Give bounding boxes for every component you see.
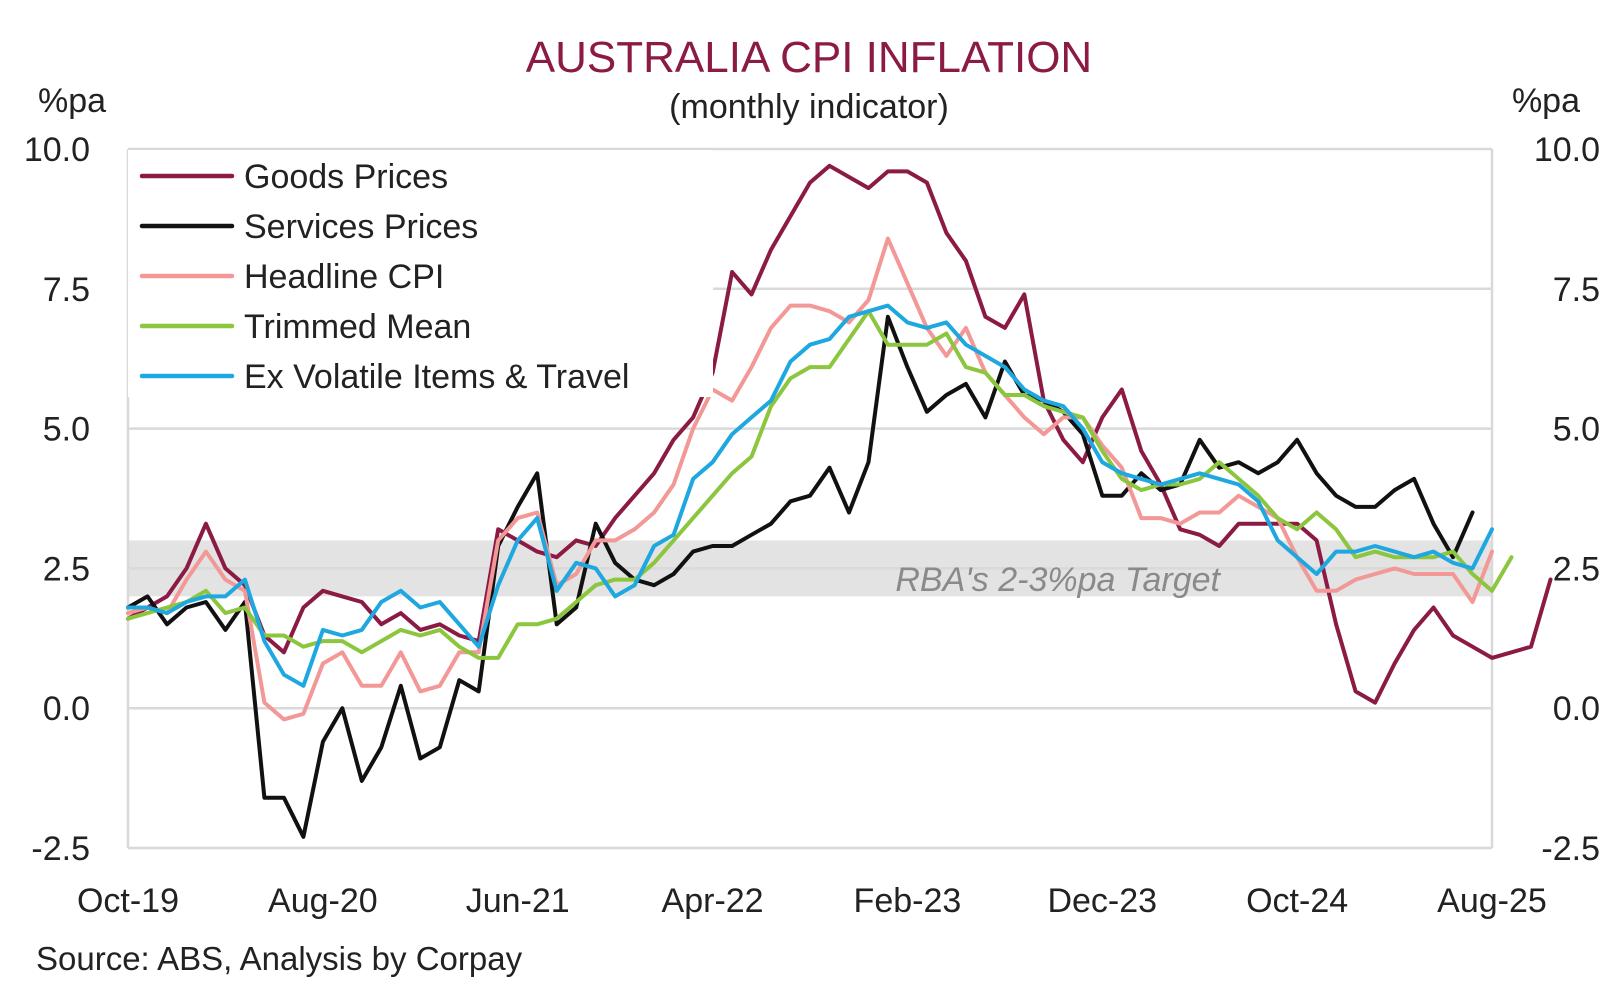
series-line-1	[126, 163, 1553, 705]
y-tick-label-left: 0.0	[43, 690, 90, 728]
y-axis-label-right: %pa	[1512, 82, 1580, 120]
y-tick-label-right: -2.5	[1541, 830, 1600, 868]
y-tick-label-left: 5.0	[43, 411, 90, 449]
legend: Goods Prices Services Prices Headline CPI T…	[139, 158, 630, 396]
legend-label-4: Trimmed Mean	[244, 308, 471, 346]
y-tick-label-right: 0.0	[1553, 690, 1600, 728]
y-axis-label-left: %pa	[38, 82, 106, 120]
y-tick-label-right: 10.0	[1534, 131, 1600, 169]
x-tick-label: Aug-20	[268, 882, 378, 920]
y-tick-label-left: 10.0	[24, 131, 90, 169]
x-tick-label: Oct-19	[77, 882, 179, 920]
x-ticks-group: Oct-19 Aug-20 Jun-21 Apr-22 Feb-23 Dec-23 Oct-…	[77, 882, 1547, 920]
target-band-label: RBA's 2-3%pa Target	[895, 561, 1221, 599]
x-tick-label: Aug-25	[1437, 882, 1547, 920]
legend-label-1: Goods Prices	[244, 158, 448, 196]
x-tick-label: Dec-23	[1047, 882, 1157, 920]
x-tick-label: Apr-22	[662, 882, 764, 920]
source-note: Source: ABS, Analysis by Corpay	[36, 940, 523, 977]
x-tick-label: Oct-24	[1246, 882, 1348, 920]
legend-label-3: Headline CPI	[244, 258, 444, 296]
y-ticks-group: -2.5 -2.5 0.0 0.0 2.5 2.5 5.0 5.0 7.5 7.5 10.0 10.0	[24, 131, 1600, 868]
y-tick-label-left: -2.5	[31, 830, 90, 868]
y-tick-label-right: 7.5	[1553, 271, 1600, 309]
y-tick-label-left: 2.5	[43, 550, 90, 588]
chart-subtitle: (monthly indicator)	[669, 88, 949, 126]
y-tick-label-left: 7.5	[43, 271, 90, 309]
x-tick-label: Jun-21	[466, 882, 570, 920]
y-tick-label-right: 2.5	[1553, 550, 1600, 588]
grid-group	[128, 147, 1492, 850]
chart-title: AUSTRALIA CPI INFLATION	[526, 33, 1092, 82]
x-tick-label: Feb-23	[854, 882, 962, 920]
legend-label-2: Services Prices	[244, 208, 478, 246]
series-line-2	[126, 314, 1475, 839]
y-tick-label-right: 5.0	[1553, 411, 1600, 449]
series-line-4	[126, 309, 1514, 660]
series-group	[126, 163, 1553, 839]
legend-background	[128, 150, 713, 397]
legend-label-5: Ex Volatile Items & Travel	[244, 358, 630, 396]
series-line-5	[126, 303, 1494, 688]
